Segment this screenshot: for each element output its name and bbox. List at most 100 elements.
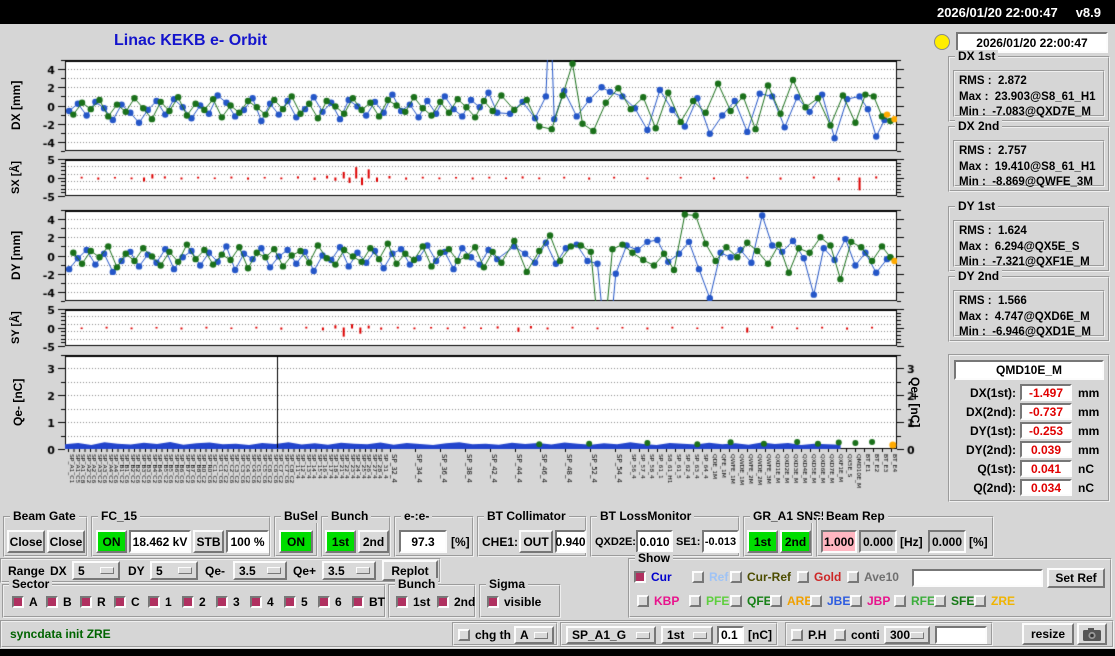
max-value: 4.747@QXD6E_M — [995, 311, 1090, 323]
threshold-input[interactable] — [717, 626, 744, 644]
sector-checkbox-a[interactable]: A — [12, 595, 38, 609]
checkbox-icon — [352, 596, 364, 608]
max-label: Max : — [959, 91, 988, 103]
sector-checkbox-r[interactable]: R — [80, 595, 106, 609]
checkbox-icon — [396, 596, 408, 608]
che1-label: CHE1: — [482, 530, 518, 553]
sector-checkbox-b[interactable]: B — [46, 595, 72, 609]
count-dropdown[interactable]: 300 — [884, 626, 930, 644]
beam-gate-close-1-button[interactable]: Close — [7, 530, 45, 553]
sigma-visible-checkbox[interactable]: visible — [487, 595, 541, 609]
show-sfe-checkbox[interactable]: SFE — [934, 594, 974, 608]
checkbox-icon — [894, 595, 906, 607]
sp-monitor-dropdown[interactable]: SP_A1_G — [566, 626, 656, 644]
screenshot-button[interactable] — [1077, 623, 1107, 645]
menu-indicator-icon — [534, 632, 548, 639]
max-value: 6.294@QX5E_S — [995, 241, 1080, 253]
busel-group: BuSel ON — [274, 516, 318, 557]
sector-checkbox-4[interactable]: 4 — [250, 595, 274, 609]
sy-axis-label: SY [Å] — [4, 309, 28, 346]
show-jbe-checkbox[interactable]: JBE — [810, 594, 850, 608]
fc15-on-button[interactable]: ON — [96, 530, 127, 553]
ref-file-input[interactable] — [912, 569, 1043, 587]
conti-checkbox[interactable]: conti — [834, 628, 880, 642]
ee-ratio-title: e-:e- — [401, 510, 432, 523]
show-cur-ref-checkbox[interactable]: Cur-Ref — [730, 570, 791, 584]
show-rfe-checkbox[interactable]: RFE — [894, 594, 935, 608]
dx-1st-title: DX 1st — [955, 50, 998, 63]
show-cur-checkbox[interactable]: Cur — [634, 570, 672, 584]
threshold-unit: [nC] — [748, 626, 772, 644]
checkbox-icon — [689, 595, 701, 607]
show-jbp-checkbox[interactable]: JBP — [850, 594, 890, 608]
checkbox-icon — [730, 595, 742, 607]
busel-on-button[interactable]: ON — [279, 530, 313, 553]
sp-select-frame: SP_A1_G 1st [nC] — [560, 622, 778, 646]
checkbox-icon — [216, 596, 228, 608]
show-pfe-checkbox[interactable]: PFE — [689, 594, 729, 608]
sector-checkbox-1[interactable]: 1 — [148, 595, 172, 609]
bunch-1st-button[interactable]: 1st — [325, 530, 356, 553]
bt-collimator-title: BT Collimator — [484, 510, 569, 523]
chg-th-checkbox[interactable]: chg th — [458, 628, 511, 642]
dx-2nd-title: DX 2nd — [955, 120, 1002, 133]
max-label: Max : — [959, 161, 988, 173]
sector-checkbox-c[interactable]: C — [114, 595, 140, 609]
che1-out-button[interactable]: OUT — [519, 530, 553, 553]
dy-2nd-title: DY 2nd — [955, 270, 1002, 283]
beam-rep-hz-unit: [Hz] — [900, 530, 923, 553]
bt-loss-monitor-title: BT LossMonitor — [597, 510, 694, 523]
range-dx-dropdown[interactable]: 5 — [72, 561, 120, 580]
qmd-row-value: 0.039 — [1020, 441, 1072, 458]
range-qe-plus-dropdown[interactable]: 3.5 — [322, 561, 376, 580]
dy-1st-stats: DY 1st RMS : 1.624 Max : 6.294@QX5E_S Mi… — [948, 206, 1110, 272]
menu-indicator-icon — [100, 567, 114, 574]
checkbox-icon — [437, 596, 449, 608]
qmd-row-value: -0.737 — [1020, 403, 1072, 420]
show-gold-checkbox[interactable]: Gold — [797, 570, 841, 584]
qmd-row-label: Q(2nd): — [952, 481, 1016, 495]
qmd-row-unit: mm — [1078, 443, 1099, 457]
sector-checkbox-3[interactable]: 3 — [216, 595, 240, 609]
checkbox-icon — [458, 629, 470, 641]
fc15-stb-button[interactable]: STB — [193, 530, 224, 553]
gr-a1-1st-button[interactable]: 1st — [747, 530, 778, 553]
sector-checkbox-6[interactable]: 6 — [318, 595, 342, 609]
sector-checkbox-2[interactable]: 2 — [182, 595, 206, 609]
show-zre-checkbox[interactable]: ZRE — [974, 594, 1015, 608]
sx-axis-label: SX [Å] — [4, 159, 28, 196]
show-ref-checkbox[interactable]: Ref — [692, 570, 728, 584]
bunch-filter-group: Bunch 1st 2nd — [388, 584, 476, 618]
bunch-filter-2nd-checkbox[interactable]: 2nd — [437, 595, 475, 609]
beam-rep-group: Beam Rep 1.000 0.000 [Hz] 0.000 [%] — [816, 516, 994, 557]
show-qfe-checkbox[interactable]: QFE — [730, 594, 772, 608]
status-message: syncdata init ZRE — [10, 627, 111, 641]
bunch-filter-1st-checkbox[interactable]: 1st — [396, 595, 430, 609]
max-value: 19.410@S8_61_H1 — [995, 161, 1096, 173]
bunch-2nd-button[interactable]: 2nd — [358, 530, 389, 553]
min-label: Min : — [959, 176, 986, 188]
sector-checkbox-5[interactable]: 5 — [284, 595, 308, 609]
checkbox-icon — [182, 596, 194, 608]
gr-a1-2nd-button[interactable]: 2nd — [780, 530, 811, 553]
sector-checkbox-bt[interactable]: BT — [352, 595, 385, 609]
set-ref-button[interactable]: Set Ref — [1047, 568, 1105, 588]
ph-checkbox[interactable]: P.H — [791, 628, 826, 642]
sp-bunch-dropdown[interactable]: 1st — [661, 626, 713, 644]
resize-button[interactable]: resize — [1022, 623, 1074, 645]
show-kbp-checkbox[interactable]: KBP — [637, 594, 679, 608]
beam-gate-close-2-button[interactable]: Close — [47, 530, 85, 553]
bunch-select-group: Bunch 1st 2nd — [321, 516, 391, 557]
range-dy-dropdown[interactable]: 5 — [150, 561, 198, 580]
checkbox-icon — [934, 595, 946, 607]
count-input[interactable] — [935, 626, 987, 644]
se1-display: -0.013 — [702, 530, 739, 553]
chg-th-dropdown[interactable]: A — [514, 626, 554, 644]
menu-indicator-icon — [267, 567, 281, 574]
rms-value: 2.757 — [998, 145, 1027, 157]
show-ave10-checkbox[interactable]: Ave10 — [847, 570, 899, 584]
min-label: Min : — [959, 256, 986, 268]
range-qe-minus-dropdown[interactable]: 3.5 — [233, 561, 287, 580]
show-are-checkbox[interactable]: ARE — [770, 594, 812, 608]
rms-value: 2.872 — [998, 75, 1027, 87]
